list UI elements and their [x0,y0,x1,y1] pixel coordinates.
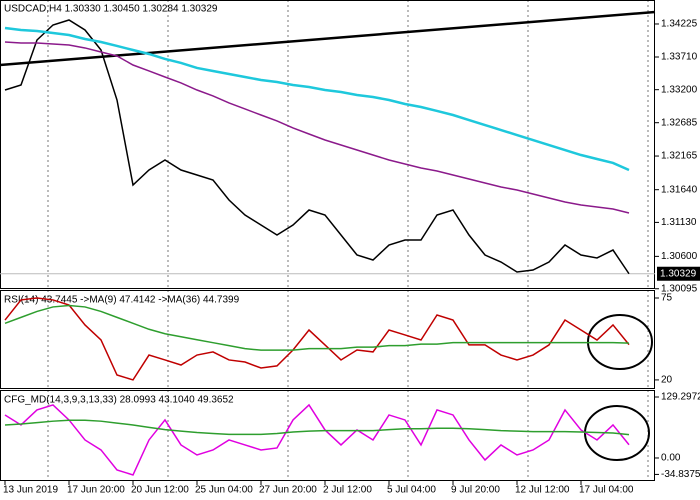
x-tick-label: 17 Jun 20:00 [67,485,125,496]
series-line [4,304,630,351]
series-line [4,41,630,214]
y-tick-label: 1.33710 [661,52,698,63]
y-tick-label: 1.30095 [661,283,698,294]
panel-frame [0,0,655,289]
y-tick-label: 1.32165 [661,151,698,162]
x-tick-label: 20 Jun 12:00 [131,485,189,496]
y-tick-label: 1.30600 [661,251,698,262]
y-tick-label: 75 [661,293,673,304]
panel-frame [0,290,655,389]
series-line [4,26,630,172]
x-tick-label: 17 Jul 04:00 [579,485,634,496]
trend-line [0,10,656,67]
y-tick-label: -34.8375 [661,469,700,480]
series-line [4,419,630,436]
time-grid [47,0,649,481]
panel-title: USDCAD,H4 1.30330 1.30450 1.30284 1.3032… [4,4,218,15]
current-price-label: 1.30329 [660,268,697,279]
series-line [4,403,630,476]
y-tick-label: 1.32685 [661,117,698,128]
x-tick-label: 2 Jul 12:00 [323,485,372,496]
panel-title: CFG_MD(14,3,9,3,13,33) 28.0993 43.1040 4… [4,395,234,406]
x-tick-label: 13 Jun 2019 [3,485,58,496]
panel-frame [0,390,655,481]
y-tick-label: 0.00 [661,453,681,464]
x-tick-label: 27 Jun 20:00 [259,485,317,496]
x-tick-label: 5 Jul 04:00 [387,485,436,496]
x-tick-label: 9 Jul 20:00 [451,485,500,496]
y-tick-label: 1.33200 [661,84,698,95]
x-tick-label: 12 Jul 12:00 [515,485,570,496]
current-price-box [657,266,700,281]
plot-background [0,0,655,481]
panel-title: RSI(14) 43.7445 ->MA(9) 47.4142 ->MA(36)… [4,295,240,306]
series-line [4,19,630,275]
y-tick-label: 1.31640 [661,184,698,195]
series-line [4,297,630,381]
y-tick-label: 129.2972 [661,392,700,403]
x-tick-label: 25 Jun 04:00 [195,485,253,496]
y-tick-label: 1.34225 [661,19,698,30]
y-tick-label: 1.31130 [661,217,697,228]
y-tick-label: 20 [661,375,673,386]
